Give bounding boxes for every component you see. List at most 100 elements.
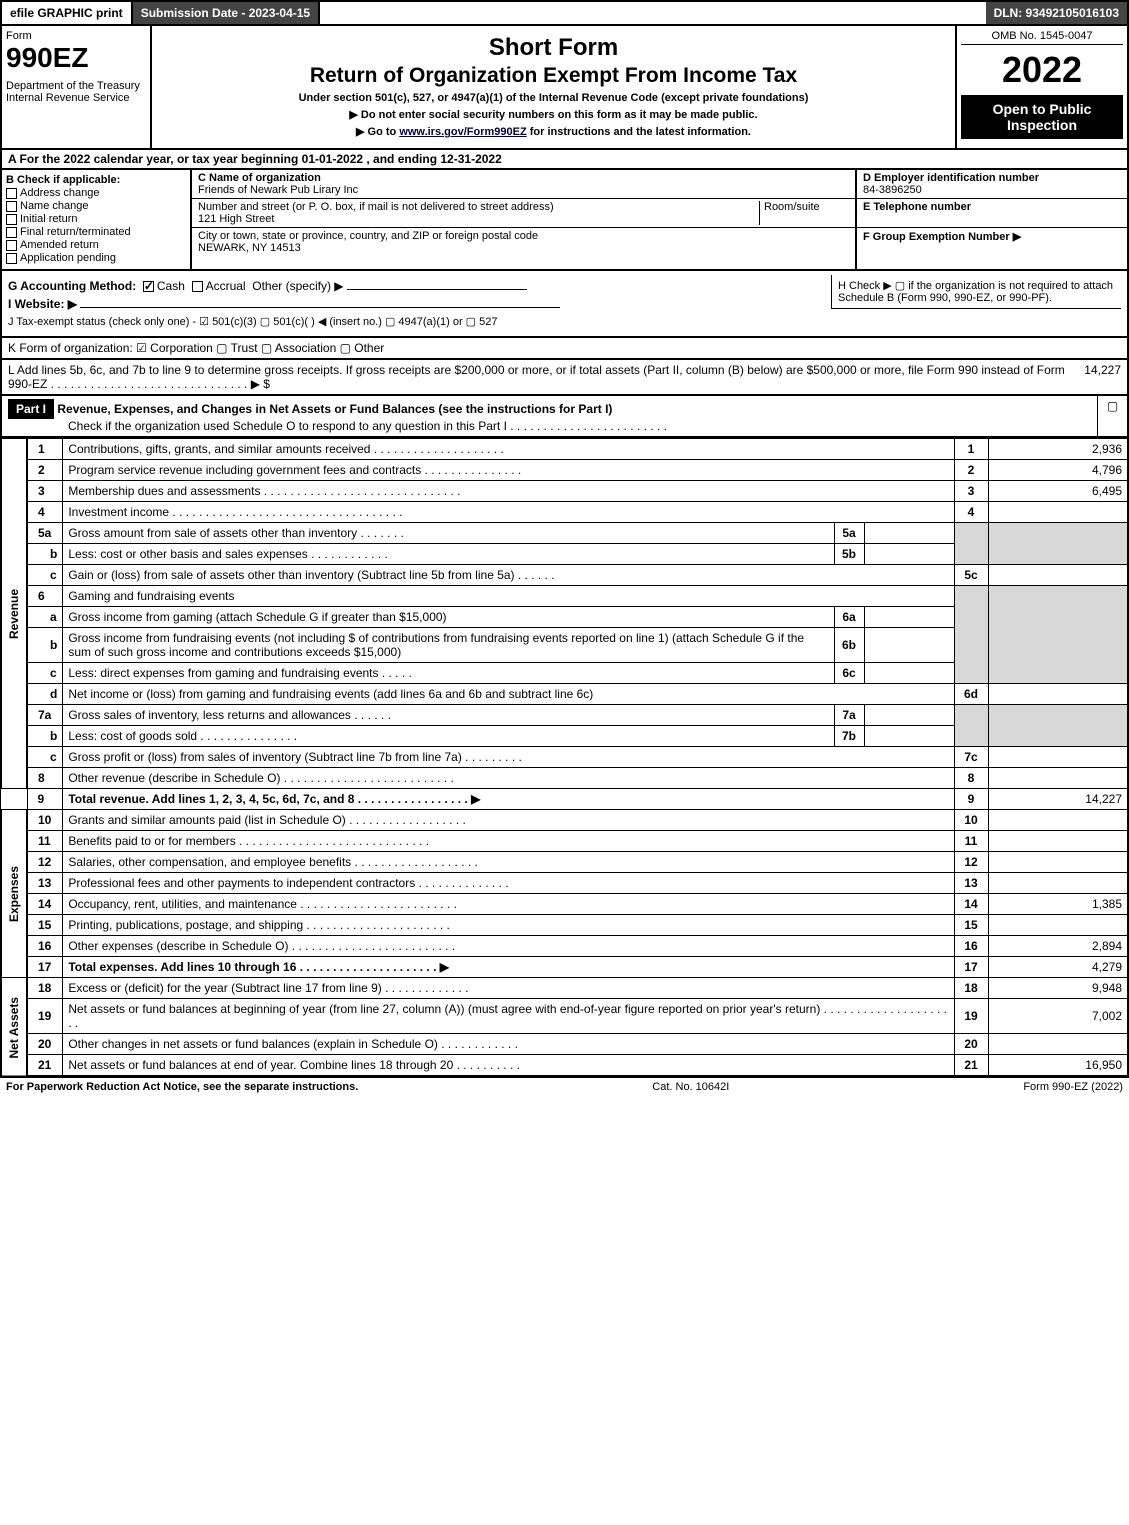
chk-name-change[interactable]: Name change (6, 200, 186, 212)
ln5a-desc: Gross amount from sale of assets other t… (68, 526, 357, 540)
ln1-val: 2,936 (988, 439, 1128, 460)
ln7a-desc: Gross sales of inventory, less returns a… (68, 708, 351, 722)
ln13-val (988, 873, 1128, 894)
ln6a-mv (864, 607, 954, 628)
part-i-check-text: Check if the organization used Schedule … (8, 419, 667, 433)
ein: 84-3896250 (863, 184, 922, 196)
ln8-num: 8 (27, 768, 63, 789)
part-i-header: Part I Revenue, Expenses, and Changes in… (0, 396, 1129, 438)
ln3-desc: Membership dues and assessments (68, 484, 260, 498)
ln7b-mn: 7b (834, 726, 864, 747)
chk-initial-return[interactable]: Initial return (6, 213, 186, 225)
c-addr-label: Number and street (or P. O. box, if mail… (198, 201, 554, 213)
ln17-desc: Total expenses. Add lines 10 through 16 … (68, 960, 449, 974)
ln5a-mn: 5a (834, 523, 864, 544)
i-label: I Website: ▶ (8, 297, 77, 311)
ln5b-mn: 5b (834, 544, 864, 565)
ln6d-desc: Net income or (loss) from gaming and fun… (63, 684, 954, 705)
ln6c-mv (864, 663, 954, 684)
ln6a-mn: 6a (834, 607, 864, 628)
ln6c-desc: Less: direct expenses from gaming and fu… (68, 666, 378, 680)
ln13-rn: 13 (954, 873, 988, 894)
f-label: F Group Exemption Number ▶ (863, 231, 1021, 243)
ln16-val: 2,894 (988, 936, 1128, 957)
part-i-checkbox[interactable]: ▢ (1097, 396, 1127, 436)
ln18-val: 9,948 (988, 978, 1128, 999)
chk-final-return[interactable]: Final return/terminated (6, 226, 186, 238)
ln21-desc: Net assets or fund balances at end of ye… (68, 1058, 453, 1072)
footer-left: For Paperwork Reduction Act Notice, see … (6, 1081, 358, 1093)
ln7a-mn: 7a (834, 705, 864, 726)
ln5a-num: 5a (27, 523, 63, 544)
d-label: D Employer identification number (863, 172, 1039, 184)
ln11-num: 11 (27, 831, 63, 852)
ln11-desc: Benefits paid to or for members (68, 834, 235, 848)
ln10-desc: Grants and similar amounts paid (list in… (68, 813, 345, 827)
title-return: Return of Organization Exempt From Incom… (162, 64, 945, 88)
ln8-val (988, 768, 1128, 789)
ln18-rn: 18 (954, 978, 988, 999)
ln11-rn: 11 (954, 831, 988, 852)
ln9-val: 14,227 (988, 789, 1128, 810)
org-street: 121 High Street (198, 213, 274, 225)
footer-form: Form 990-EZ (2022) (1023, 1081, 1123, 1093)
ln14-desc: Occupancy, rent, utilities, and maintena… (68, 897, 297, 911)
ln17-num: 17 (27, 957, 63, 978)
ln21-num: 21 (27, 1055, 63, 1077)
chk-amended-return[interactable]: Amended return (6, 239, 186, 251)
ln5b-num: b (27, 544, 63, 565)
dept-line1: Department of the Treasury (6, 80, 146, 92)
ln5ab-shade (954, 523, 988, 565)
footer: For Paperwork Reduction Act Notice, see … (0, 1077, 1129, 1096)
goto-post: for instructions and the latest informat… (527, 126, 751, 138)
ln3-num: 3 (27, 481, 63, 502)
irs-link[interactable]: www.irs.gov/Form990EZ (399, 126, 526, 138)
ln7c-val (988, 747, 1128, 768)
vtab-revenue: Revenue (1, 439, 27, 789)
ln6-num: 6 (27, 586, 63, 607)
ln12-desc: Salaries, other compensation, and employ… (68, 855, 351, 869)
col-def: D Employer identification number 84-3896… (857, 170, 1127, 269)
ln18-desc: Excess or (deficit) for the year (Subtra… (68, 981, 381, 995)
ln5b-mv (864, 544, 954, 565)
vtab-expenses: Expenses (1, 810, 27, 978)
ln7c-rn: 7c (954, 747, 988, 768)
chk-application-pending[interactable]: Application pending (6, 252, 186, 264)
chk-address-change[interactable]: Address change (6, 187, 186, 199)
ln7a-num: 7a (27, 705, 63, 726)
efile-print-link[interactable]: efile GRAPHIC print (2, 2, 133, 24)
line-a: A For the 2022 calendar year, or tax yea… (0, 150, 1129, 170)
ln10-num: 10 (27, 810, 63, 831)
ln6b-mv (864, 628, 954, 663)
ln16-rn: 16 (954, 936, 988, 957)
part-i-label: Part I (8, 399, 54, 419)
ln12-val (988, 852, 1128, 873)
chk-cash[interactable] (143, 281, 154, 292)
topbar: efile GRAPHIC print Submission Date - 20… (0, 0, 1129, 26)
ln7b-mv (864, 726, 954, 747)
ln19-rn: 19 (954, 999, 988, 1034)
ln20-num: 20 (27, 1034, 63, 1055)
ln4-desc: Investment income (68, 505, 169, 519)
header-left: Form 990EZ Department of the Treasury In… (2, 26, 152, 148)
ln14-rn: 14 (954, 894, 988, 915)
header-right: OMB No. 1545-0047 2022 Open to Public In… (957, 26, 1127, 148)
form-number: 990EZ (6, 44, 146, 72)
c-city-label: City or town, state or province, country… (198, 230, 538, 242)
room-label: Room/suite (764, 201, 820, 213)
line-j: J Tax-exempt status (check only one) - ☑… (8, 315, 1121, 328)
ln3-val: 6,495 (988, 481, 1128, 502)
header-center: Short Form Return of Organization Exempt… (152, 26, 957, 148)
c-name-label: C Name of organization (198, 172, 321, 184)
ln13-num: 13 (27, 873, 63, 894)
footer-cat: Cat. No. 10642I (652, 1081, 729, 1093)
submission-date: Submission Date - 2023-04-15 (133, 2, 320, 24)
ln6a-desc: Gross income from gaming (attach Schedul… (63, 607, 834, 628)
ln15-rn: 15 (954, 915, 988, 936)
chk-accrual[interactable] (192, 281, 203, 292)
g-label: G Accounting Method: (8, 279, 136, 293)
ln7c-num: c (27, 747, 63, 768)
ln5c-num: c (27, 565, 63, 586)
ln19-val: 7,002 (988, 999, 1128, 1034)
dept-line2: Internal Revenue Service (6, 92, 146, 104)
